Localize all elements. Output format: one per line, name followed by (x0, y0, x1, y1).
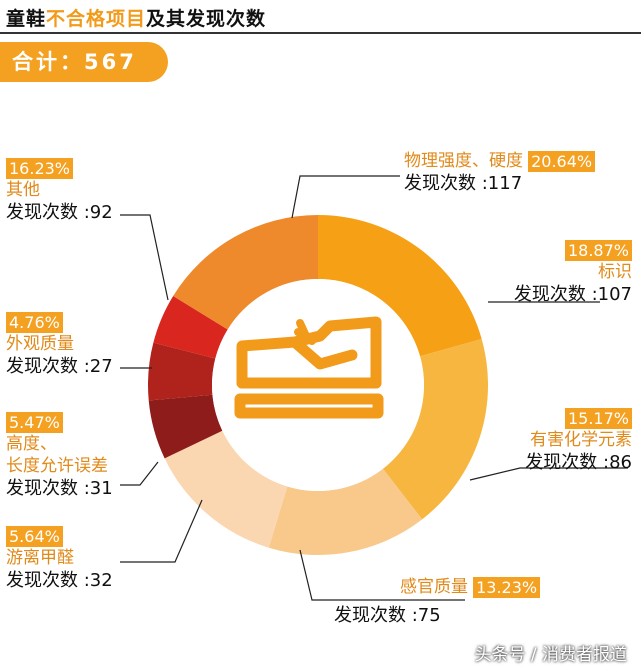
source-watermark: 头条号 / 消费者报道 (474, 645, 627, 665)
slice-4 (148, 394, 223, 459)
label-hazardous-chemicals: 15.17% 有害化学元素 发现次数 :86 (487, 408, 632, 475)
slice-percent: 15.17% (564, 408, 632, 429)
label-others: 16.23% 其他 发现次数 :92 (6, 158, 113, 225)
slice-count: 75 (417, 605, 441, 626)
slice-percent: 4.76% (6, 312, 63, 333)
label-marking: 18.87% 标识 发现次数 :107 (494, 240, 632, 307)
title-highlight: 不合格项目 (46, 8, 147, 30)
label-sensory-quality-count: 发现次数 :75 (334, 604, 441, 628)
leader-line-3 (299, 549, 465, 601)
page-title: 童鞋不合格项目及其发现次数 (6, 4, 266, 31)
slice-name-line1: 高度、 (6, 434, 57, 454)
title-suffix: 及其发现次数 (146, 8, 267, 30)
leader-line-5 (120, 461, 159, 486)
slice-percent: 20.64% (528, 150, 596, 172)
leader-line-4 (120, 499, 203, 563)
total-badge: 合计：567 (0, 42, 168, 82)
slice-percent: 18.87% (564, 240, 632, 261)
leader-line-0 (291, 175, 400, 219)
count-prefix: 发现次数 : (6, 478, 90, 499)
label-height-length-tolerance: 5.47% 高度、 长度允许误差 发现次数 :31 (6, 412, 113, 501)
slice-7 (173, 215, 318, 330)
slice-percent: 5.47% (6, 412, 63, 433)
count-prefix: 发现次数 : (6, 202, 90, 223)
slice-6 (153, 295, 228, 359)
label-free-formaldehyde: 5.64% 游离甲醛 发现次数 :32 (6, 526, 113, 593)
title-divider (0, 32, 641, 34)
label-physical-strength: 物理强度、硬度 20.64% 发现次数 :117 (404, 150, 596, 196)
slice-count: 31 (89, 478, 113, 499)
label-sensory-quality: 感官质量 13.23% (400, 576, 541, 598)
shoe-icon (234, 316, 384, 419)
slice-count: 27 (89, 356, 113, 377)
slice-percent: 16.23% (6, 158, 74, 179)
slice-percent: 13.23% (473, 576, 541, 598)
count-prefix: 发现次数 : (525, 452, 610, 473)
count-prefix: 发现次数 : (6, 356, 90, 377)
slice-percent: 5.64% (6, 526, 63, 547)
slice-count: 117 (487, 173, 523, 194)
slice-0 (318, 215, 482, 357)
slice-count: 92 (89, 202, 113, 223)
title-prefix: 童鞋 (6, 8, 47, 30)
slice-name-line2: 长度允许误差 (6, 456, 108, 476)
slice-1 (382, 338, 488, 520)
slice-name: 标识 (598, 262, 632, 282)
slice-5 (147, 342, 216, 401)
slice-name: 有害化学元素 (530, 430, 632, 450)
slice-count: 32 (89, 570, 113, 591)
count-prefix: 发现次数 : (404, 173, 488, 194)
count-prefix: 发现次数 : (513, 284, 598, 305)
leader-line-2 (469, 467, 628, 481)
slice-name: 游离甲醛 (6, 548, 74, 568)
slice-count: 107 (597, 284, 632, 305)
slice-name: 感官质量 (400, 577, 468, 597)
slice-count: 86 (609, 452, 632, 473)
slice-3 (164, 430, 288, 548)
slice-name: 物理强度、硬度 (404, 151, 523, 171)
leader-line-7 (120, 214, 169, 301)
slice-name: 外观质量 (6, 334, 74, 354)
slice-2 (268, 468, 423, 555)
leader-lines (120, 175, 628, 601)
slice-name: 其他 (6, 180, 40, 200)
count-prefix: 发现次数 : (6, 570, 90, 591)
count-prefix: 发现次数 : (334, 605, 418, 626)
label-appearance-quality: 4.76% 外观质量 发现次数 :27 (6, 312, 113, 379)
